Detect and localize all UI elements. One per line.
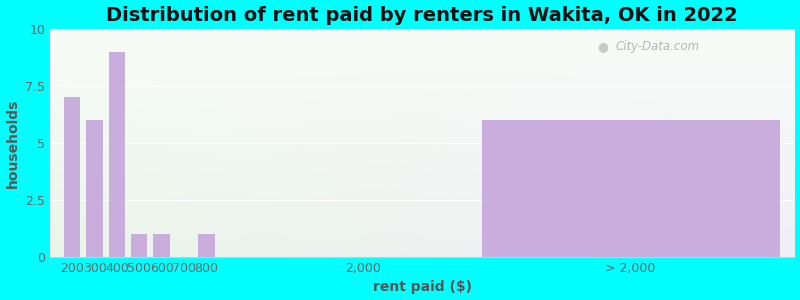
Bar — [482, 120, 779, 257]
Bar — [86, 120, 103, 257]
Text: ●: ● — [597, 40, 608, 53]
Title: Distribution of rent paid by renters in Wakita, OK in 2022: Distribution of rent paid by renters in … — [106, 6, 738, 25]
Bar — [109, 52, 125, 257]
Bar — [64, 97, 81, 257]
Text: City-Data.com: City-Data.com — [616, 40, 700, 53]
Bar — [198, 234, 214, 257]
X-axis label: rent paid ($): rent paid ($) — [373, 280, 472, 294]
Y-axis label: households: households — [6, 98, 19, 188]
Bar — [154, 234, 170, 257]
Bar — [131, 234, 147, 257]
